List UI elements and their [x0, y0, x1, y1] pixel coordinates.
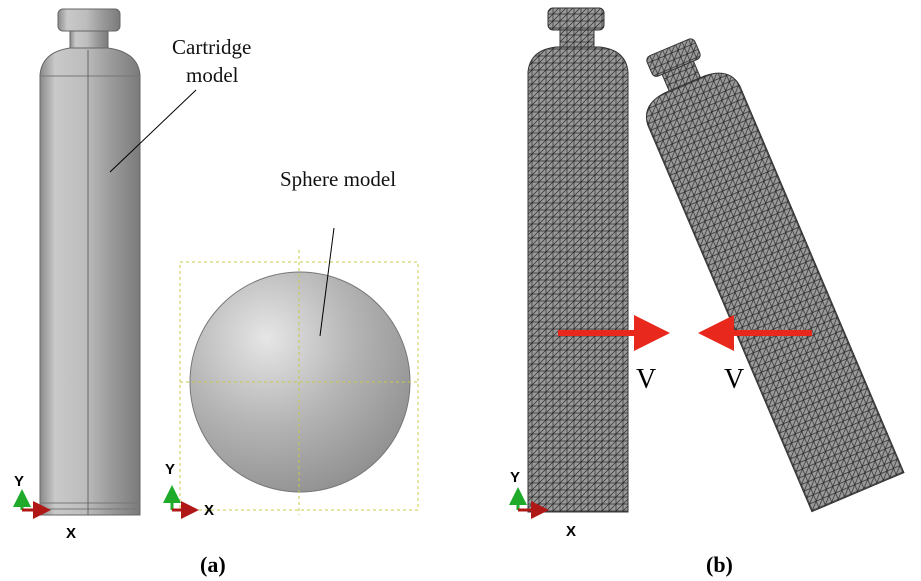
axis-x-label: X	[566, 523, 576, 540]
axis-y-label: Y	[14, 473, 24, 490]
axis-y-label: Y	[510, 469, 520, 486]
panel-label: (b)	[706, 552, 733, 577]
velocity-label: V	[724, 364, 744, 395]
sphere-model	[180, 250, 418, 515]
meshed-cartridge	[528, 8, 628, 512]
axis-x-label: X	[204, 502, 214, 519]
velocity-label: V	[636, 364, 656, 395]
axis-x-label: X	[66, 525, 76, 542]
meshed-cartridge-tilted	[623, 28, 904, 512]
axis-y-label: Y	[165, 461, 175, 478]
panel-label: (a)	[200, 552, 226, 577]
cartridge-label: Cartridge	[172, 35, 251, 59]
sphere-label: Sphere model	[280, 167, 396, 191]
cartridge-model	[40, 9, 140, 515]
cartridge-label: model	[186, 63, 239, 87]
axis-triad: Y X	[165, 461, 214, 519]
figure: Cartridge model Sphere model Y X Y X (a)…	[0, 0, 921, 581]
